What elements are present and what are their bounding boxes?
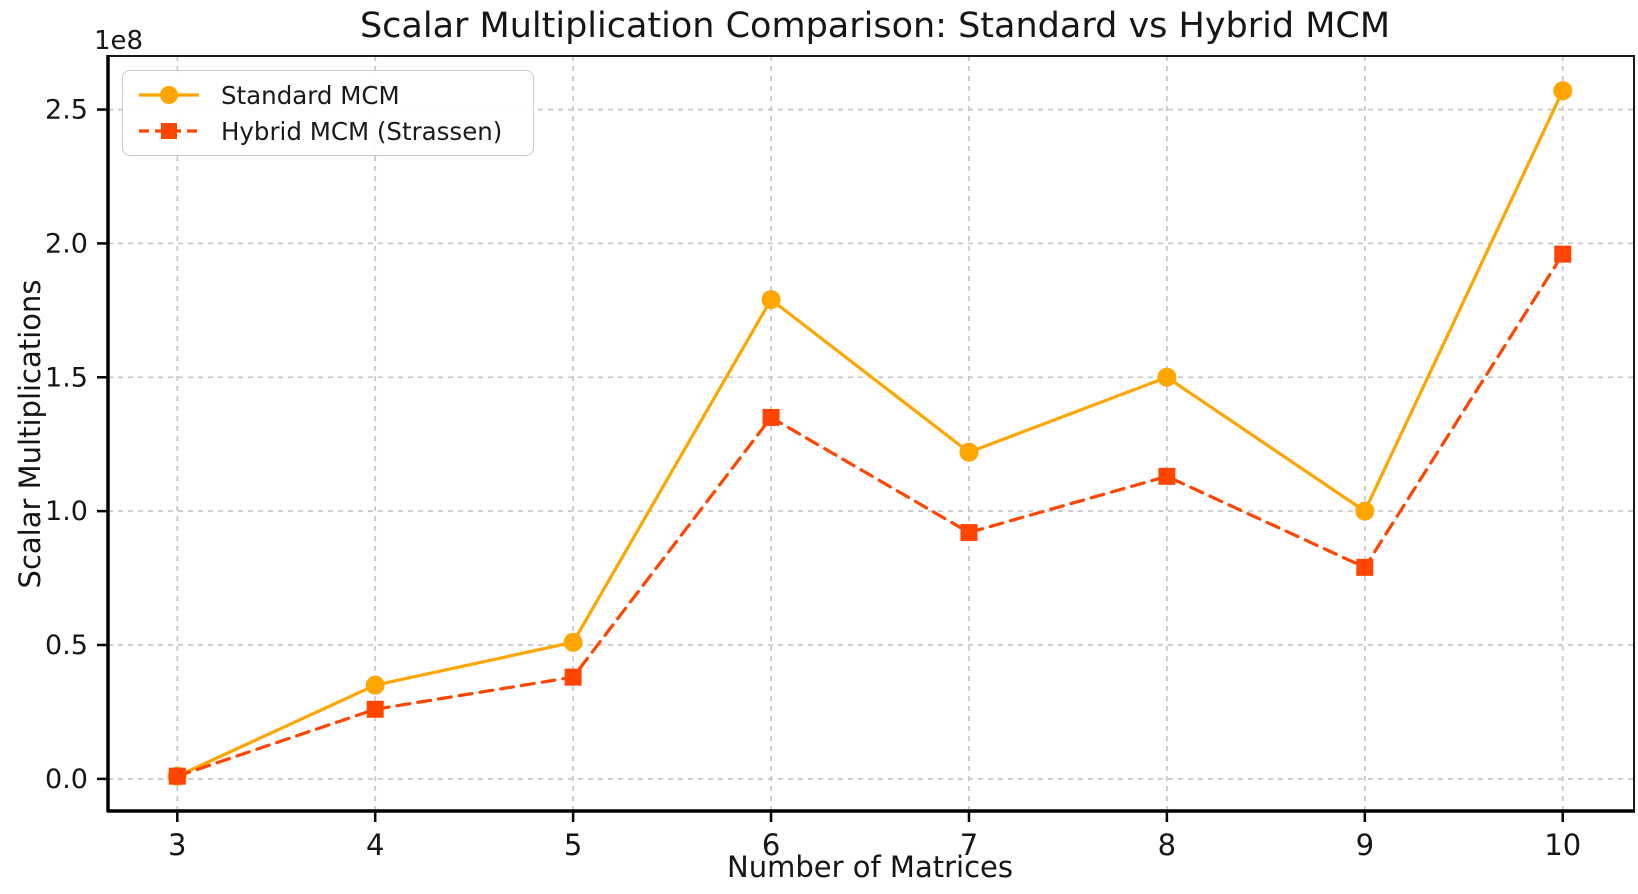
x-tick-label: 9 xyxy=(1356,828,1374,862)
x-tick-label: 4 xyxy=(366,828,384,862)
y-tick-label: 1.0 xyxy=(45,496,88,527)
data-point-standard-mcm xyxy=(959,442,979,462)
data-point-hybrid-mcm-strassen xyxy=(168,767,186,785)
y-tick-label: 0.5 xyxy=(45,630,88,661)
y-axis-label: Scalar Multiplications xyxy=(13,279,47,589)
data-point-standard-mcm xyxy=(1157,367,1177,387)
chart-title: Scalar Multiplication Comparison: Standa… xyxy=(359,6,1391,46)
x-tick-label: 10 xyxy=(1544,828,1581,862)
data-point-hybrid-mcm-strassen xyxy=(960,524,978,542)
legend-line-circle-swatch xyxy=(139,86,199,104)
y-tick-label: 2.5 xyxy=(45,95,88,126)
axes-frame xyxy=(107,55,1635,812)
data-point-standard-mcm xyxy=(365,675,385,695)
legend-item: Standard MCM xyxy=(137,81,519,110)
data-point-hybrid-mcm-strassen xyxy=(1158,467,1176,485)
legend-label: Standard MCM xyxy=(221,80,400,110)
legend-label: Hybrid MCM (Strassen) xyxy=(221,116,503,146)
data-point-hybrid-mcm-strassen xyxy=(1554,245,1572,263)
data-point-hybrid-mcm-strassen xyxy=(1356,558,1374,576)
x-axis-label: Number of Matrices xyxy=(727,850,1013,884)
legend-line-square-swatch xyxy=(139,123,199,139)
y-tick-label: 0.0 xyxy=(45,764,88,795)
data-point-standard-mcm xyxy=(563,632,583,652)
x-tick-label: 8 xyxy=(1158,828,1176,862)
data-point-hybrid-mcm-strassen xyxy=(762,408,780,426)
data-point-hybrid-mcm-strassen xyxy=(366,700,384,718)
y-tick-label: 2.0 xyxy=(45,228,88,259)
x-tick-label: 7 xyxy=(960,828,978,862)
data-point-standard-mcm xyxy=(1355,501,1375,521)
series-line-hybrid-mcm-strassen xyxy=(175,252,1565,778)
x-tick-label: 3 xyxy=(168,828,186,862)
legend: Standard MCM Hybrid MCM (Strassen) xyxy=(122,70,534,156)
y-axis-multiplier-label: 1e8 xyxy=(94,26,144,56)
data-point-standard-mcm xyxy=(1553,81,1573,101)
series-line-standard-mcm xyxy=(175,89,1565,778)
data-point-hybrid-mcm-strassen xyxy=(564,668,582,686)
y-tick-label: 1.5 xyxy=(45,362,88,393)
data-point-standard-mcm xyxy=(761,290,781,310)
x-tick-label: 6 xyxy=(762,828,780,862)
x-tick-label: 5 xyxy=(564,828,582,862)
legend-item: Hybrid MCM (Strassen) xyxy=(137,117,519,146)
